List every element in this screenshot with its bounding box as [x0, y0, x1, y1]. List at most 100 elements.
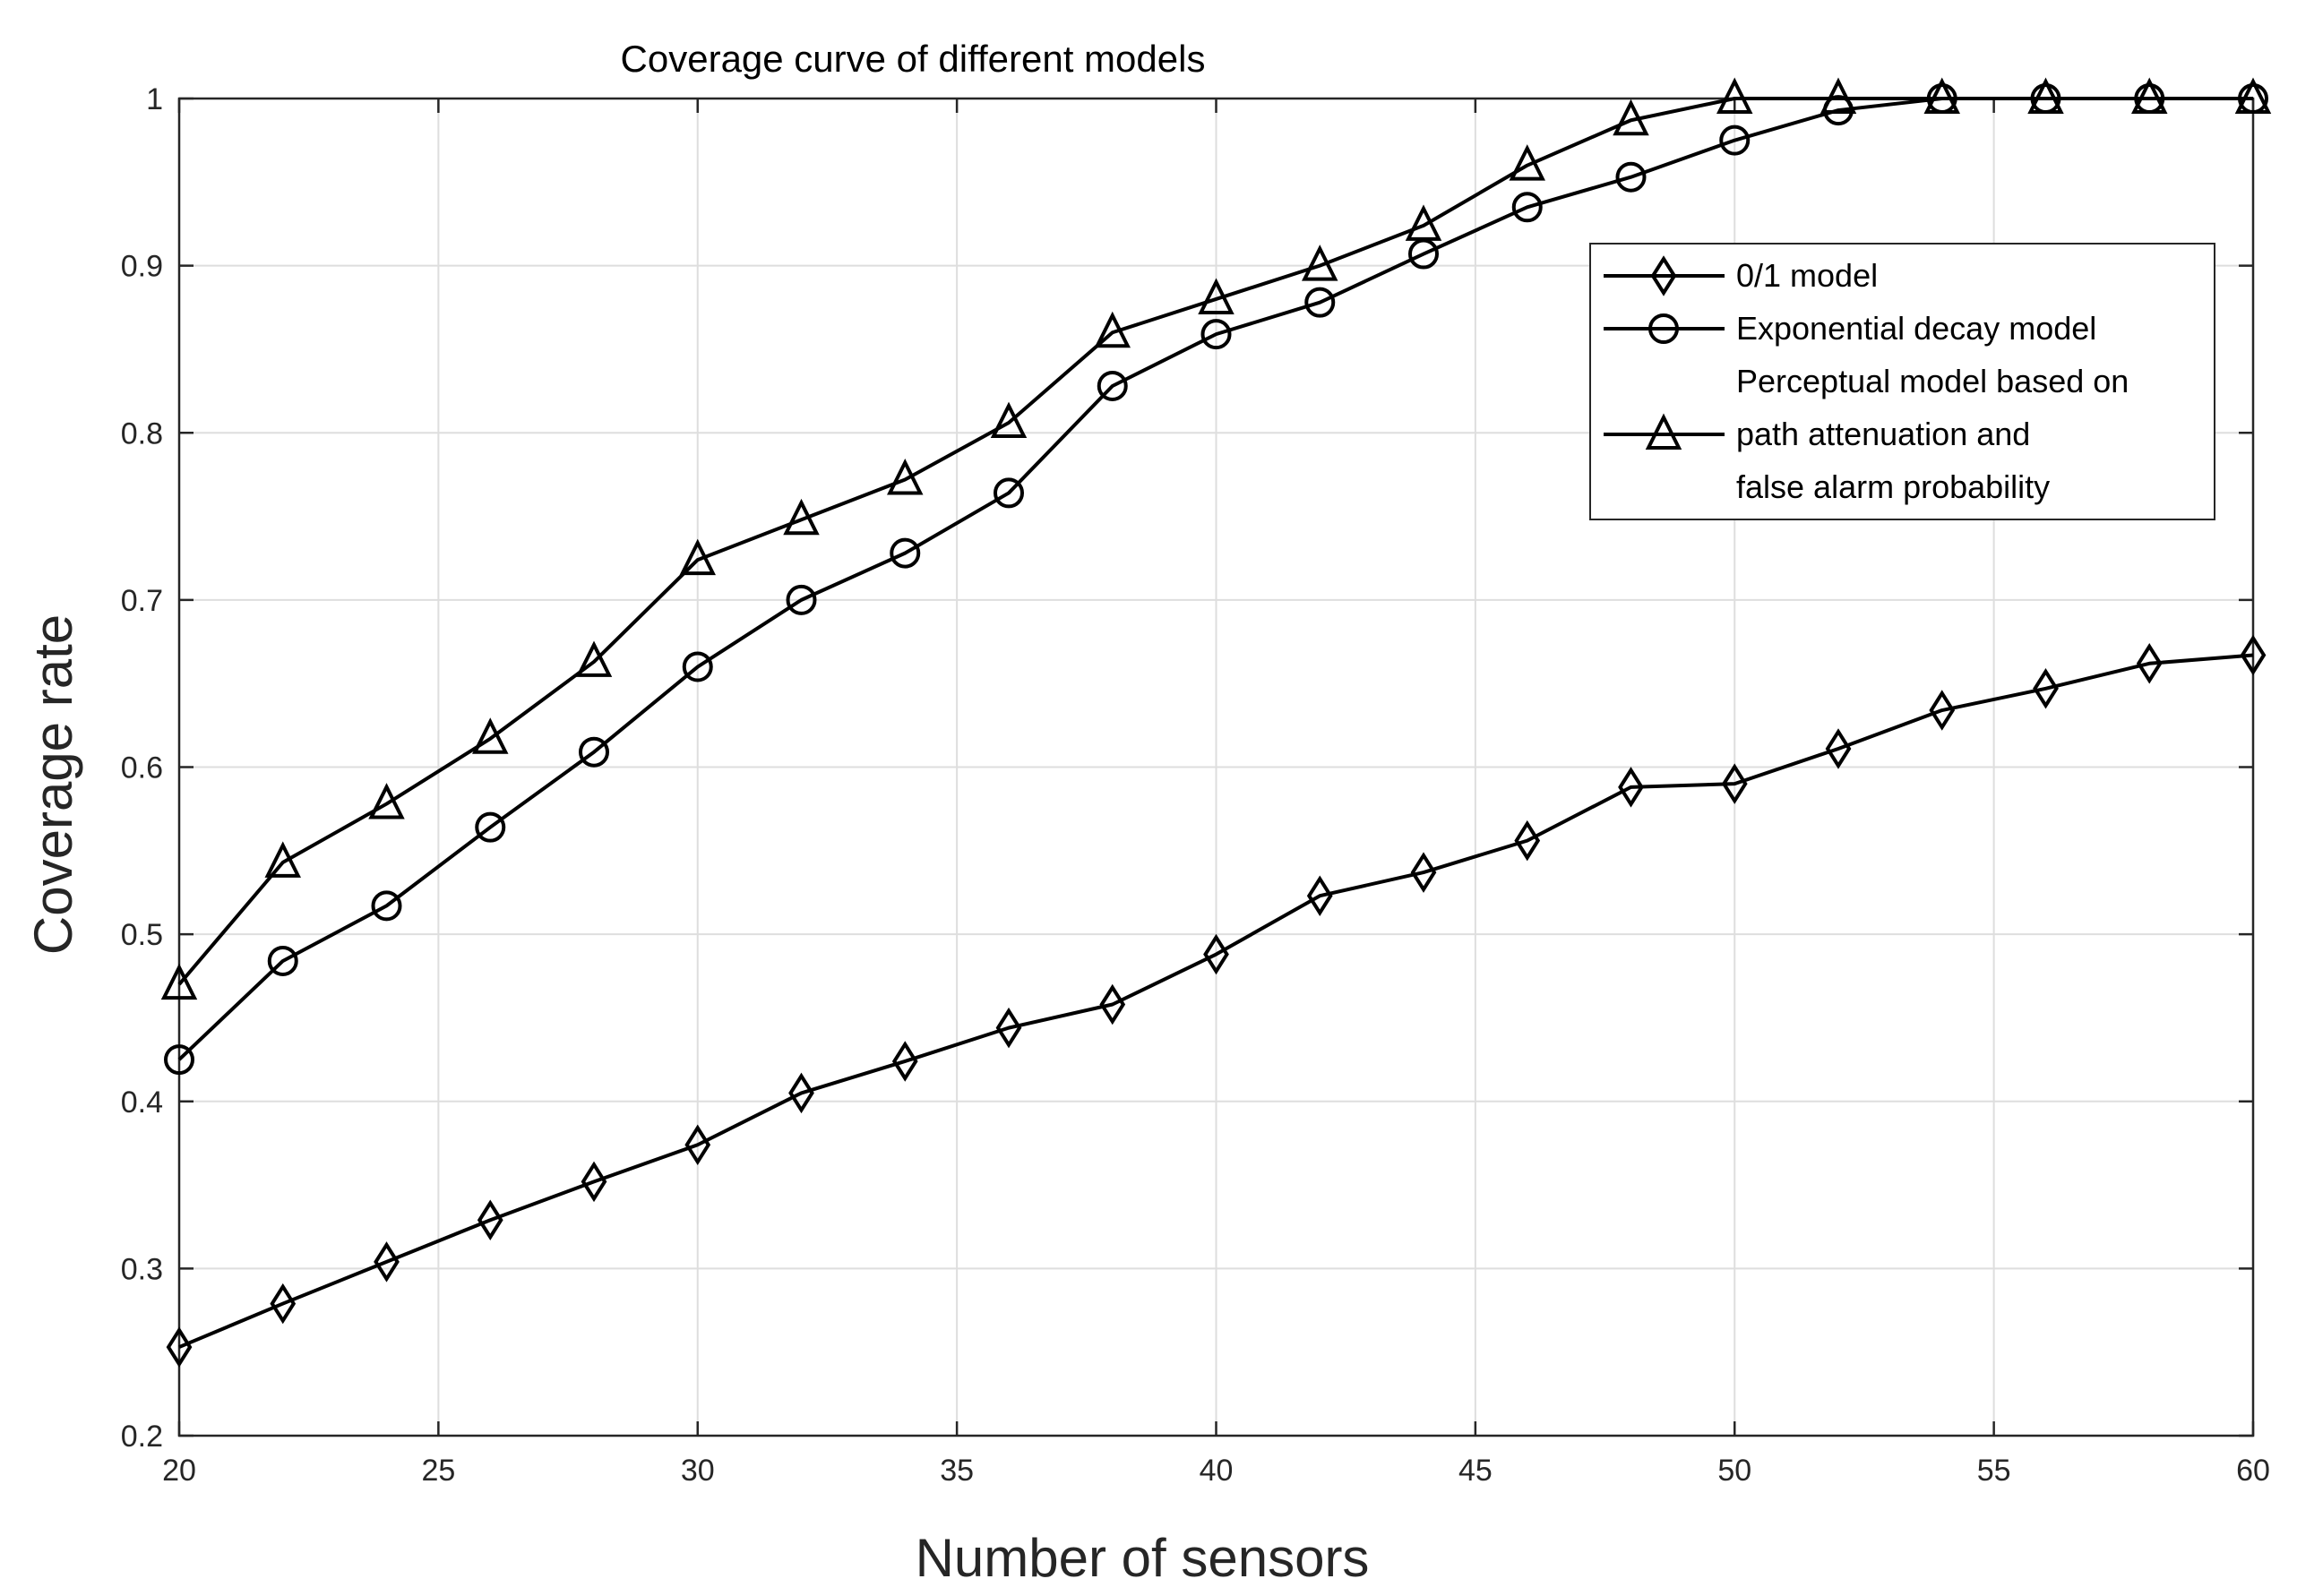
data-point-triangle: [2131, 77, 2168, 114]
data-point-diamond: [477, 1199, 503, 1240]
x-tick-label: 25: [421, 1454, 455, 1488]
data-point-triangle: [1094, 311, 1131, 348]
data-point-triangle: [1302, 245, 1338, 281]
legend-marker-circle: [1648, 313, 1679, 344]
data-point-diamond: [995, 1007, 1022, 1049]
data-point-triangle: [264, 841, 301, 878]
data-point-diamond: [1203, 933, 1229, 975]
data-point-diamond: [166, 1326, 193, 1368]
x-tick-label: 50: [1717, 1454, 1751, 1488]
data-point-circle: [1511, 192, 1543, 223]
data-series: [160, 77, 2272, 1368]
legend-label: path attenuation and: [1736, 416, 2030, 452]
axes: 20 25 30 35 40 45 50 55 60 0.2 0.3 0.4 0.5 0.6 0.7 0.8 0…: [121, 82, 2270, 1488]
series-triangle: [160, 77, 2272, 1000]
data-point-diamond: [1825, 728, 1852, 769]
legend-entry-triangle: Perceptual model based on path attenuatio…: [1604, 363, 2129, 505]
x-tick-label: 45: [1458, 1454, 1493, 1488]
y-tick-label: 0.8: [121, 416, 163, 450]
legend-entry-diamond: 0/1 model: [1604, 255, 1878, 296]
series-line-circle: [177, 97, 2253, 1061]
y-tick-label: 0.9: [121, 250, 163, 284]
data-point-circle: [682, 651, 713, 682]
x-tick-label: 20: [162, 1454, 196, 1488]
y-tick-label: 0.7: [121, 584, 163, 618]
data-point-triangle: [679, 538, 716, 576]
series-line-diamond: [178, 653, 2254, 1349]
data-point-diamond: [1099, 983, 1126, 1025]
data-point-circle: [1200, 319, 1232, 350]
legend-box: [1589, 243, 2215, 520]
data-point-diamond: [581, 1161, 607, 1203]
data-point-circle: [1719, 124, 1751, 156]
legend-marker-triangle: [1645, 413, 1682, 450]
data-point-diamond: [1306, 875, 1333, 916]
data-point-diamond: [684, 1124, 711, 1166]
data-point-diamond: [2033, 668, 2059, 709]
y-tick-label: 0.4: [121, 1085, 163, 1120]
data-point-triangle: [160, 963, 198, 1000]
x-tick-label: 40: [1200, 1454, 1234, 1488]
x-tick-label: 55: [1977, 1454, 2011, 1488]
series-circle: [164, 83, 2268, 1076]
legend-label: Exponential decay model: [1736, 310, 2096, 347]
data-point-triangle: [1509, 144, 1545, 181]
data-point-diamond: [1618, 767, 1644, 808]
data-point-triangle: [1923, 77, 1960, 114]
legend-label: 0/1 model: [1736, 257, 1878, 294]
data-point-circle: [1097, 370, 1128, 401]
y-axis-title: Coverage rate: [23, 614, 83, 955]
data-point-diamond: [374, 1241, 400, 1283]
data-point-diamond: [270, 1283, 297, 1325]
data-point-triangle: [1820, 77, 1857, 114]
data-point-circle: [164, 1044, 194, 1076]
data-point-triangle: [575, 640, 613, 677]
data-point-circle: [994, 477, 1024, 509]
legend-marker-diamond: [1650, 255, 1677, 296]
data-point-triangle: [1198, 278, 1235, 314]
series-diamond: [166, 634, 2267, 1368]
series-line-triangle: [177, 97, 2253, 986]
chart-title: Coverage curve of different models: [621, 38, 1206, 80]
legend-entry-circle: Exponential decay model: [1604, 310, 2096, 347]
data-point-circle: [579, 736, 609, 768]
legend-label: false alarm probability: [1736, 468, 2050, 505]
data-point-triangle: [2027, 77, 2064, 114]
data-point-triangle: [1405, 204, 1442, 241]
data-point-circle: [371, 890, 402, 922]
data-point-diamond: [1410, 852, 1437, 893]
y-tick-label: 1: [146, 82, 163, 116]
x-tick-label: 30: [681, 1454, 715, 1488]
data-point-diamond: [1514, 819, 1541, 862]
data-point-triangle: [368, 783, 405, 819]
data-point-diamond: [788, 1072, 814, 1114]
data-point-diamond: [2136, 643, 2163, 684]
data-point-triangle: [1613, 99, 1649, 136]
data-point-circle: [786, 584, 817, 615]
data-point-diamond: [1721, 763, 1748, 804]
y-tick-label: 0.3: [121, 1252, 163, 1286]
data-point-diamond: [1929, 690, 1956, 731]
data-point-diamond: [2240, 634, 2267, 676]
legend: 0/1 model Exponential decay model Perceptu…: [1589, 243, 2215, 520]
data-point-circle: [890, 537, 921, 569]
data-point-triangle: [783, 498, 820, 536]
data-point-diamond: [891, 1041, 918, 1082]
data-point-triangle: [1716, 77, 1753, 114]
x-tick-label: 35: [940, 1454, 974, 1488]
data-point-circle: [267, 945, 298, 976]
data-point-circle: [475, 811, 506, 843]
data-point-triangle: [472, 717, 509, 754]
x-axis-title: Number of sensors: [916, 1528, 1370, 1588]
data-point-circle: [1304, 287, 1336, 318]
data-point-circle: [1615, 161, 1647, 193]
y-tick-label: 0.5: [121, 918, 163, 952]
data-point-triangle: [2234, 77, 2272, 114]
data-point-triangle: [990, 401, 1028, 439]
x-tick-label: 60: [2236, 1454, 2270, 1488]
data-point-triangle: [887, 459, 924, 495]
y-tick-label: 0.2: [121, 1420, 163, 1454]
y-tick-label: 0.6: [121, 751, 163, 785]
